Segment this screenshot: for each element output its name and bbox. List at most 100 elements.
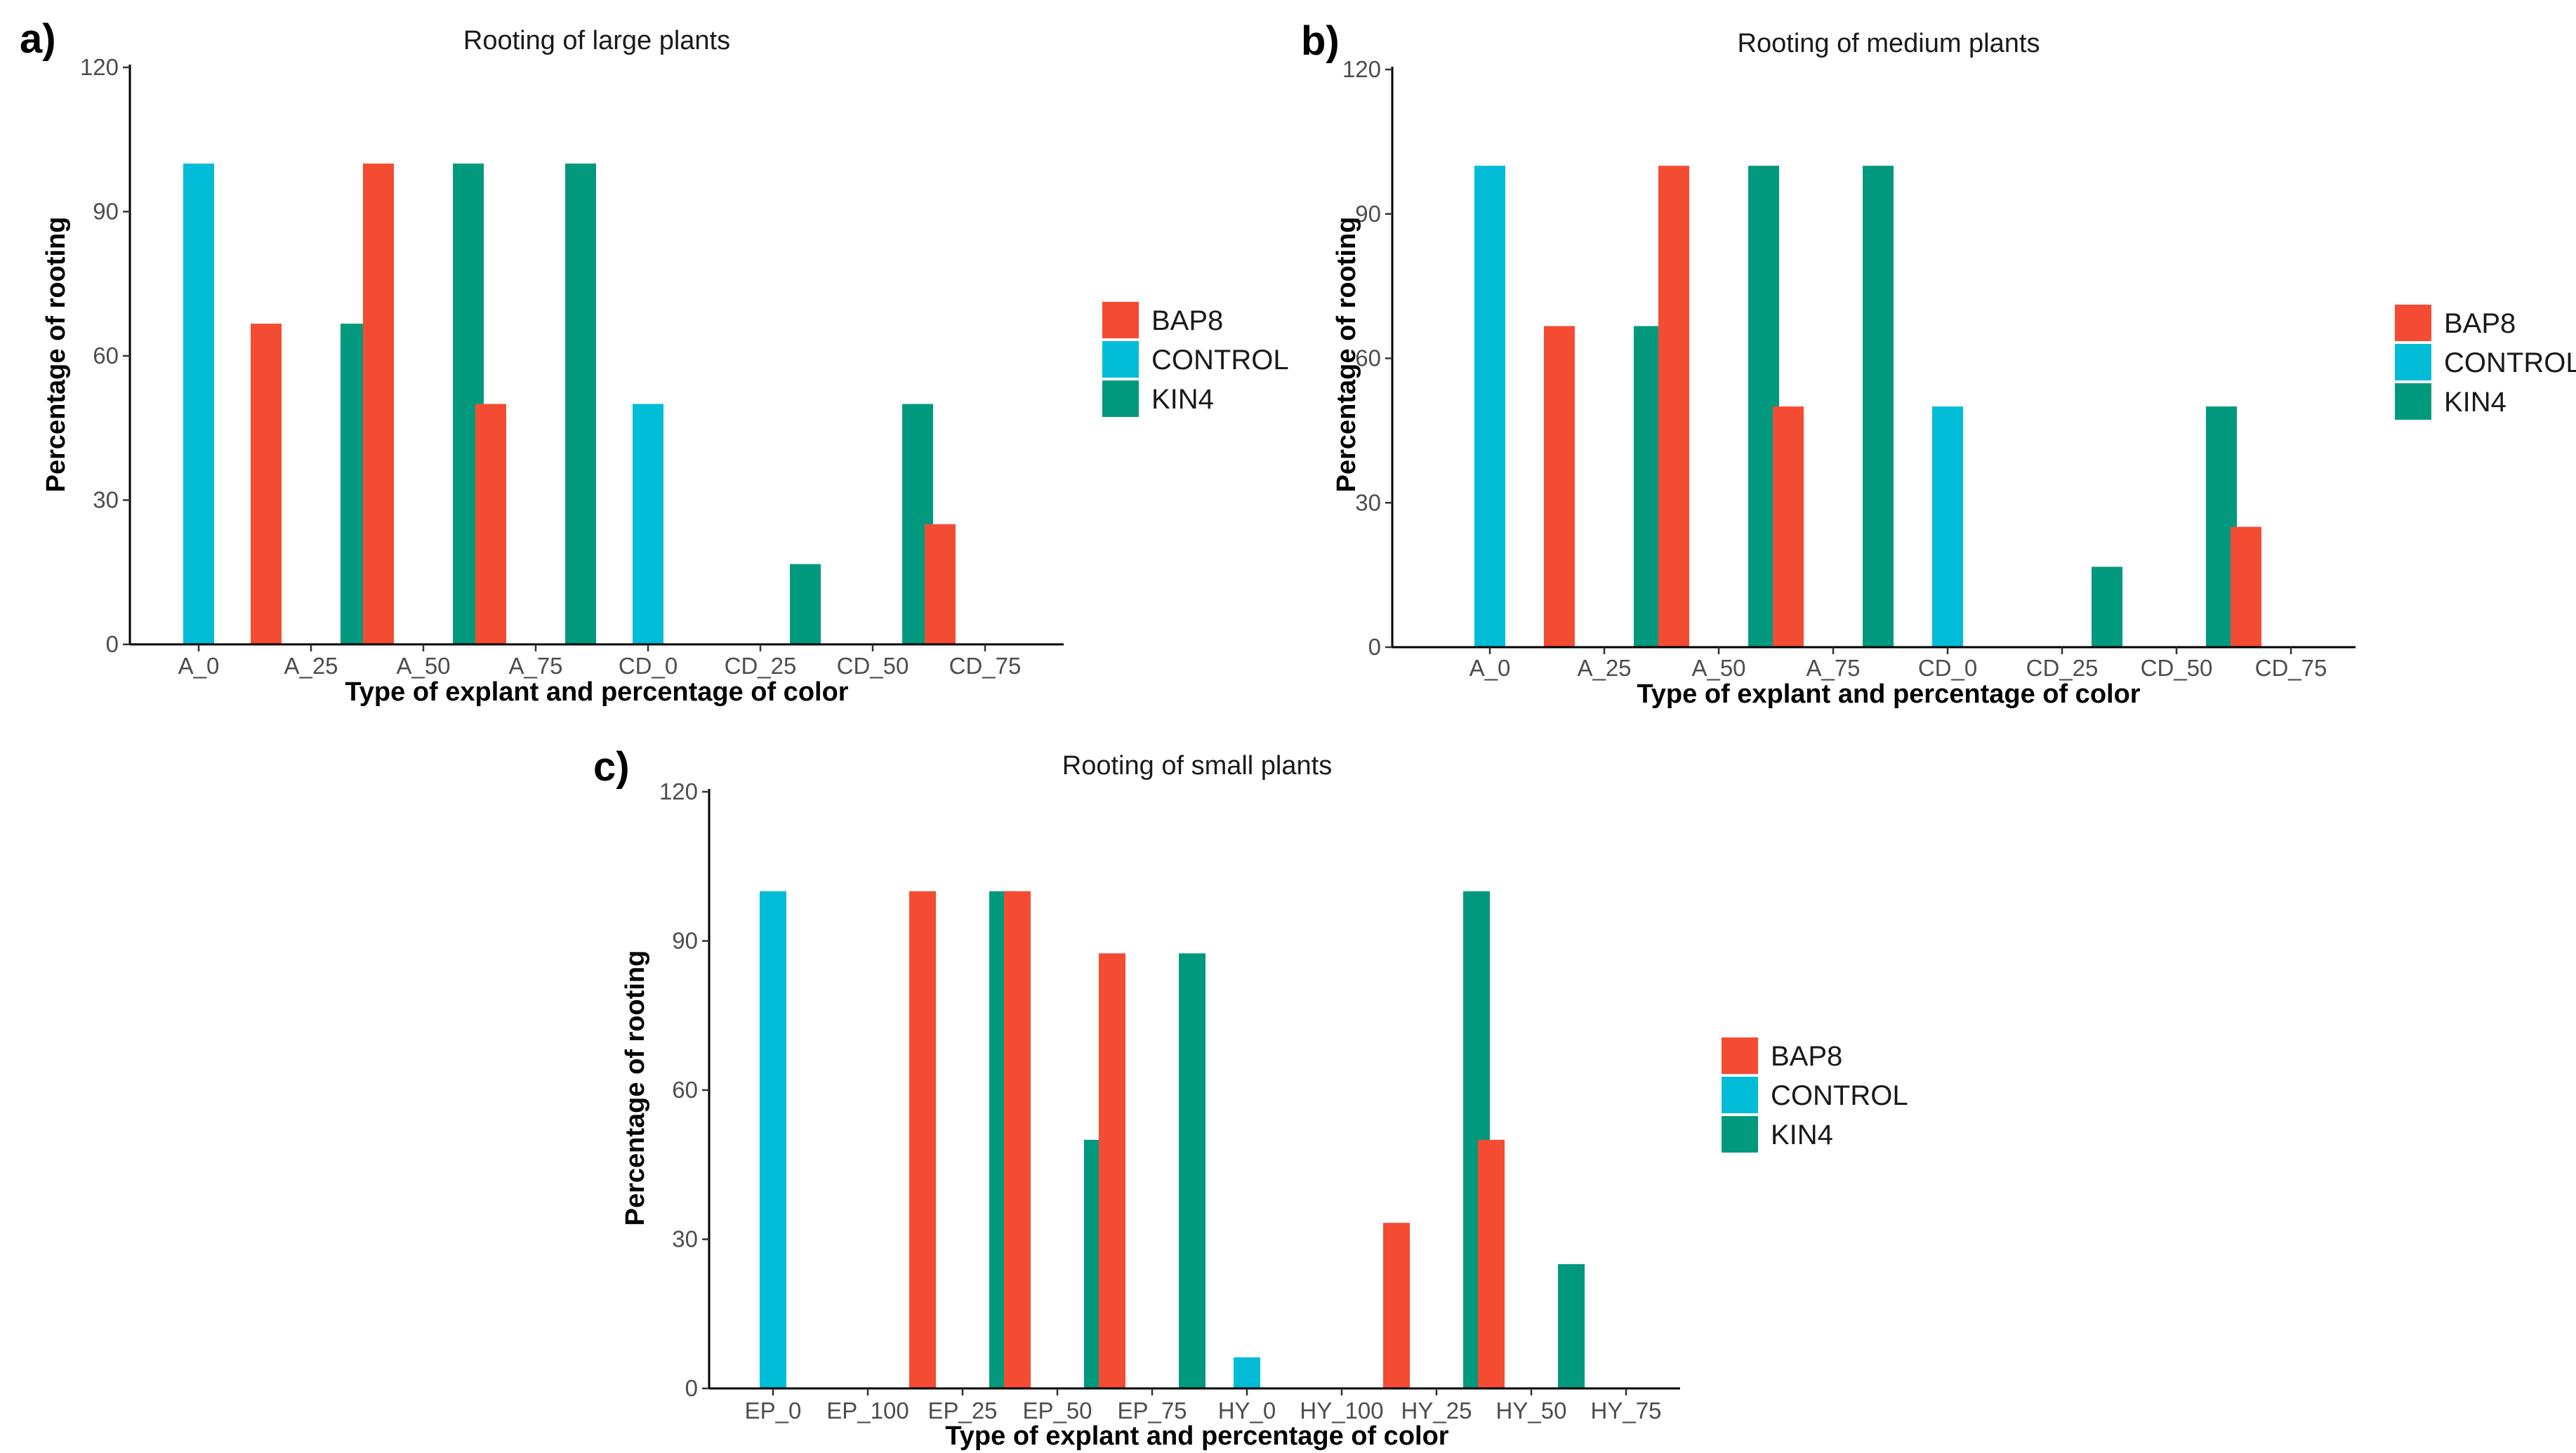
legend-swatch-kin4	[1722, 1116, 1758, 1153]
legend-swatch-control	[2395, 344, 2431, 380]
bar-EP_75-KIN4	[1179, 953, 1206, 1388]
bar-CD_25-KIN4	[2092, 566, 2122, 647]
bar-A_25-BAP8	[251, 324, 282, 644]
y-tick-label: 120	[1342, 56, 1381, 82]
x-tick-label: CD_75	[949, 653, 1022, 679]
legend-label-bap8: BAP8	[2444, 308, 2516, 339]
x-tick-label: A_25	[1577, 655, 1631, 681]
legend-label-kin4: KIN4	[1771, 1120, 1833, 1150]
y-tick-label: 30	[672, 1226, 698, 1252]
bar-HY_50-BAP8	[1478, 1139, 1505, 1388]
x-tick-label: A_0	[1469, 655, 1511, 681]
y-tick-label: 60	[93, 343, 119, 369]
bar-A_0-CONTROL	[183, 164, 214, 644]
chart-title: Rooting of small plants	[1062, 751, 1332, 781]
legend-label-control: CONTROL	[1771, 1080, 1908, 1111]
legend-swatch-bap8	[1102, 302, 1139, 338]
bar-CD_25-KIN4	[790, 564, 821, 644]
x-tick-label: CD_0	[619, 653, 678, 679]
chart-panel-b: b) Rooting of medium plants 0 30 60 90 120 A_0 A…	[1301, 18, 2576, 709]
x-axis-title: Type of explant and percentage of color	[345, 677, 848, 707]
bar-A_0-CONTROL	[1474, 166, 1505, 647]
y-tick-label: 30	[93, 487, 119, 513]
bar-A_75-BAP8	[1773, 406, 1804, 647]
chart-panel-c: c) Rooting of small plants 0 30 60 90 120 EP_0 E…	[593, 744, 1908, 1451]
x-tick-label: A_75	[508, 653, 562, 679]
bar-HY_25-BAP8	[1383, 1223, 1410, 1388]
chart-title: Rooting of medium plants	[1738, 29, 2040, 58]
y-tick-label: 60	[1355, 345, 1381, 371]
x-tick-label: EP_25	[927, 1398, 997, 1424]
legend-swatch-kin4	[1102, 380, 1139, 417]
legend-swatch-kin4	[2395, 383, 2431, 420]
x-tick-label: CD_0	[1918, 655, 1977, 681]
legend-label-control: CONTROL	[1151, 345, 1289, 376]
x-tick-label: CD_25	[725, 653, 797, 679]
panel-letter: b)	[1301, 18, 1340, 64]
bar-A_75-KIN4	[1863, 166, 1894, 647]
x-tick-label: EP_75	[1117, 1398, 1187, 1424]
legend-swatch-bap8	[2395, 305, 2431, 341]
x-tick-label: CD_50	[837, 653, 909, 679]
legend: BAP8 CONTROL KIN4	[2395, 305, 2576, 420]
bar-CD_0-CONTROL	[1932, 406, 1963, 647]
x-tick-label: A_50	[1691, 655, 1745, 681]
legend-swatch-bap8	[1722, 1037, 1758, 1074]
bar-HY_50-KIN4	[1558, 1263, 1585, 1388]
x-tick-label: A_25	[284, 653, 338, 679]
x-tick-label: A_0	[178, 653, 220, 679]
bar-EP_50-BAP8	[1004, 891, 1031, 1388]
x-tick-label: A_75	[1806, 655, 1860, 681]
legend: BAP8 CONTROL KIN4	[1722, 1037, 1908, 1153]
bar-EP_0-CONTROL	[760, 891, 786, 1388]
y-axis-title: Percentage of rooting	[41, 217, 71, 493]
legend-swatch-control	[1722, 1077, 1758, 1113]
legend-label-control: CONTROL	[2444, 347, 2576, 378]
bar-A_75-KIN4	[565, 164, 596, 644]
legend: BAP8 CONTROL KIN4	[1102, 302, 1289, 417]
bar-A_50-BAP8	[1658, 166, 1689, 647]
bar-A_50-BAP8	[363, 164, 394, 644]
legend-label-kin4: KIN4	[1151, 384, 1214, 415]
y-tick-label: 0	[106, 631, 119, 657]
x-tick-label: HY_50	[1496, 1398, 1567, 1424]
y-tick-label: 90	[672, 928, 698, 954]
x-tick-label: HY_25	[1401, 1398, 1472, 1424]
x-tick-label: HY_75	[1591, 1398, 1662, 1424]
panel-letter: c)	[593, 744, 630, 790]
chart-title: Rooting of large plants	[463, 26, 730, 55]
legend-label-bap8: BAP8	[1771, 1041, 1842, 1072]
x-tick-label: CD_50	[2141, 655, 2213, 681]
y-tick-label: 0	[1368, 634, 1381, 660]
legend-swatch-control	[1102, 341, 1139, 378]
panel-letter: a)	[20, 16, 56, 62]
y-tick-label: 30	[1355, 489, 1381, 515]
x-tick-label: EP_0	[745, 1398, 802, 1424]
x-tick-label: EP_100	[826, 1398, 909, 1424]
y-tick-label: 90	[1355, 201, 1381, 227]
bar-CD_0-CONTROL	[633, 404, 663, 644]
y-tick-label: 120	[659, 778, 698, 804]
bar-A_75-BAP8	[475, 404, 506, 644]
bar-EP_75-BAP8	[1099, 953, 1125, 1388]
bar-CD_75-BAP8	[2231, 526, 2261, 647]
y-tick-label: 120	[80, 54, 119, 80]
y-axis-title: Percentage of rooting	[1332, 217, 1361, 493]
y-tick-label: 0	[685, 1375, 698, 1401]
legend-label-kin4: KIN4	[2444, 387, 2506, 418]
x-tick-label: EP_50	[1022, 1398, 1092, 1424]
x-tick-label: CD_25	[2026, 655, 2099, 681]
bar-A_25-BAP8	[1544, 326, 1575, 647]
x-axis-title: Type of explant and percentage of color	[1637, 679, 2140, 709]
chart-panel-a: a) Rooting of large plants 0 30 60 90 120 A_0 A_…	[20, 16, 1289, 707]
x-tick-label: A_50	[396, 653, 450, 679]
x-tick-label: HY_0	[1218, 1398, 1276, 1424]
y-tick-label: 60	[672, 1077, 698, 1103]
y-tick-label: 90	[93, 199, 119, 225]
bar-EP_25-BAP8	[909, 891, 936, 1388]
y-axis-title: Percentage of rooting	[621, 950, 650, 1226]
x-tick-label: CD_75	[2255, 655, 2327, 681]
legend-label-bap8: BAP8	[1151, 305, 1223, 336]
x-axis-title: Type of explant and percentage of color	[945, 1421, 1448, 1451]
